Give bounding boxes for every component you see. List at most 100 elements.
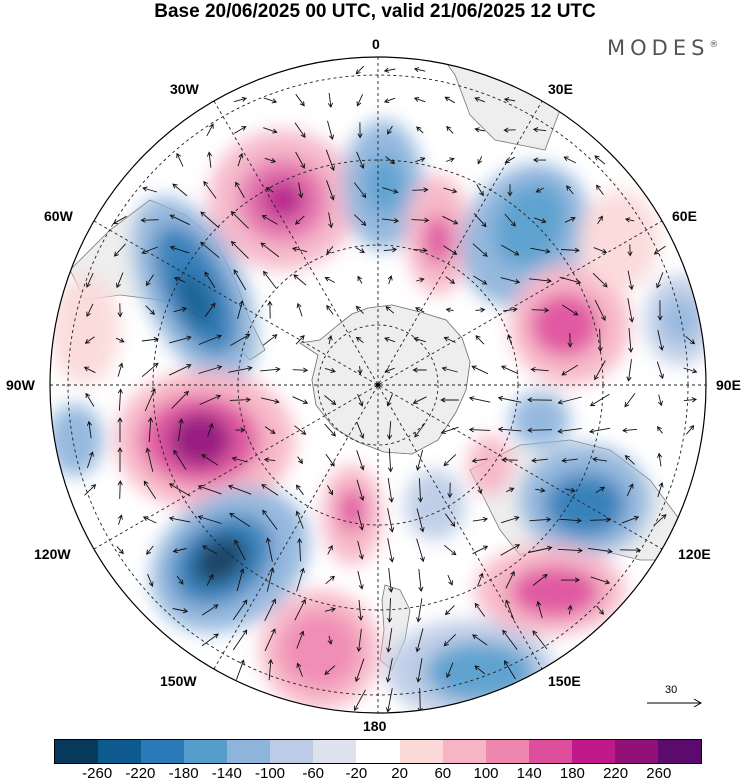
wind-vector-arrow	[296, 630, 305, 649]
wind-vector-arrow	[145, 274, 154, 287]
wind-vector-arrow	[234, 539, 246, 561]
wind-vector-arrow	[264, 628, 276, 652]
colorbar-cell	[399, 740, 443, 763]
wind-vector-arrow	[326, 180, 335, 201]
wind-vector-arrow	[324, 665, 336, 676]
wind-vector-arrow	[656, 361, 664, 380]
wind-vector-arrow	[83, 366, 96, 374]
wind-vector-arrow	[325, 453, 335, 467]
wind-vector-arrow	[468, 427, 491, 433]
wind-vector-arrow	[500, 544, 521, 556]
wind-vector-arrow	[534, 217, 547, 224]
wind-vector-arrow	[536, 600, 543, 619]
wind-vector-arrow	[535, 487, 546, 493]
wind-vector-arrow	[325, 149, 335, 172]
wind-vector-arrow	[589, 517, 612, 523]
wind-vector-arrow	[295, 510, 304, 529]
wind-vector-arrow	[172, 548, 187, 554]
colorbar-cell	[614, 740, 658, 763]
wind-vector-arrow	[204, 302, 216, 317]
wind-vector-arrow	[503, 127, 516, 133]
wind-vector-arrow	[206, 123, 214, 137]
wind-vector-arrow	[383, 97, 396, 104]
wind-vector-arrow	[327, 334, 333, 345]
wind-vector-arrow	[142, 186, 158, 193]
antarctica-continent	[298, 304, 471, 455]
lon-label-90e: 90E	[716, 377, 741, 393]
wind-vector-arrow	[624, 217, 635, 223]
wind-vector-arrow	[267, 300, 273, 319]
wind-vector-arrow	[445, 276, 456, 284]
wind-vector-arrow	[387, 478, 394, 503]
wind-vector-arrow	[559, 517, 582, 524]
wind-vector-arrow	[169, 364, 192, 376]
colorbar-tick-label: -260	[82, 765, 113, 782]
wind-vector-arrow	[528, 278, 552, 284]
wind-vector-arrow	[263, 97, 278, 104]
wind-vector-arrow	[295, 335, 305, 345]
wind-vector-arrow	[473, 213, 487, 228]
wind-vector-arrow	[169, 335, 192, 344]
wind-vector-arrow	[527, 427, 553, 433]
wind-vector-arrow	[447, 482, 453, 499]
wind-vector-arrow	[385, 306, 395, 314]
wind-vector-arrow	[230, 240, 249, 259]
wind-vector-arrow	[266, 567, 275, 592]
colorbar	[54, 739, 702, 764]
modes-logo: MODES®	[607, 36, 719, 60]
wind-vector-arrow	[295, 151, 305, 169]
colorbar-cell	[571, 740, 615, 763]
wind-vector-arrow	[356, 151, 365, 170]
wind-vector-arrow	[233, 96, 248, 103]
wind-vector-arrow	[446, 662, 454, 679]
wind-vector-arrow	[557, 396, 582, 405]
wind-vector-arrow	[621, 515, 640, 524]
wind-vector-arrow	[504, 660, 516, 680]
wind-vector-arrow	[416, 598, 423, 623]
wind-vector-arrow	[197, 515, 222, 524]
wind-vector-arrow	[198, 334, 222, 345]
wind-vector-arrow	[559, 276, 582, 285]
lon-label-90w: 90W	[6, 377, 35, 393]
wind-vector-arrow	[264, 426, 276, 434]
wind-vector-arrow	[532, 573, 548, 586]
wind-vector-arrow	[293, 274, 307, 286]
wind-vector-arrow	[169, 245, 190, 254]
wind-vector-arrow	[528, 545, 553, 553]
wind-vector-arrow	[628, 327, 634, 353]
wind-vector-arrow	[472, 634, 488, 646]
wind-vector-arrow	[530, 366, 549, 373]
wind-vector-arrow	[324, 423, 336, 437]
wind-vector-arrow	[503, 306, 518, 313]
wind-vector-arrow	[627, 244, 633, 257]
wind-vector-arrow	[413, 247, 428, 253]
wind-vector-arrow	[386, 628, 393, 653]
positive-anomaly-wilkes-land	[468, 435, 512, 495]
wind-vector-arrow	[443, 187, 458, 194]
wind-vector-arrow	[117, 514, 123, 525]
wind-vector-arrow	[169, 214, 190, 226]
wind-vector-arrow	[567, 604, 573, 615]
wind-vector-arrow	[626, 483, 634, 497]
wind-vector-arrow	[412, 367, 427, 373]
wind-vector-arrow	[117, 417, 123, 442]
wind-vector-arrow	[445, 307, 454, 313]
colorbar-tick-label: 140	[516, 765, 542, 782]
wind-vector-arrow	[141, 336, 160, 343]
wind-vector-arrow	[683, 367, 698, 374]
wind-vector-arrow	[444, 605, 455, 616]
wind-vector-arrow	[356, 628, 362, 653]
wind-vector-arrow	[500, 277, 521, 285]
pole-marker	[376, 383, 380, 387]
wind-vector-arrow	[685, 335, 696, 345]
wind-vector-arrow	[324, 607, 337, 613]
wind-vector-arrow	[418, 568, 424, 593]
positive-anomaly-indian-east	[580, 190, 660, 290]
lon-label-0: 0	[372, 36, 380, 52]
wind-vector-arrow	[497, 426, 522, 432]
wind-vector-arrow	[411, 217, 430, 223]
wind-vector-arrow	[597, 215, 603, 224]
wind-vector-arrow	[84, 484, 97, 496]
wind-vector-arrow	[532, 157, 547, 163]
wind-vector-arrow	[595, 486, 606, 494]
